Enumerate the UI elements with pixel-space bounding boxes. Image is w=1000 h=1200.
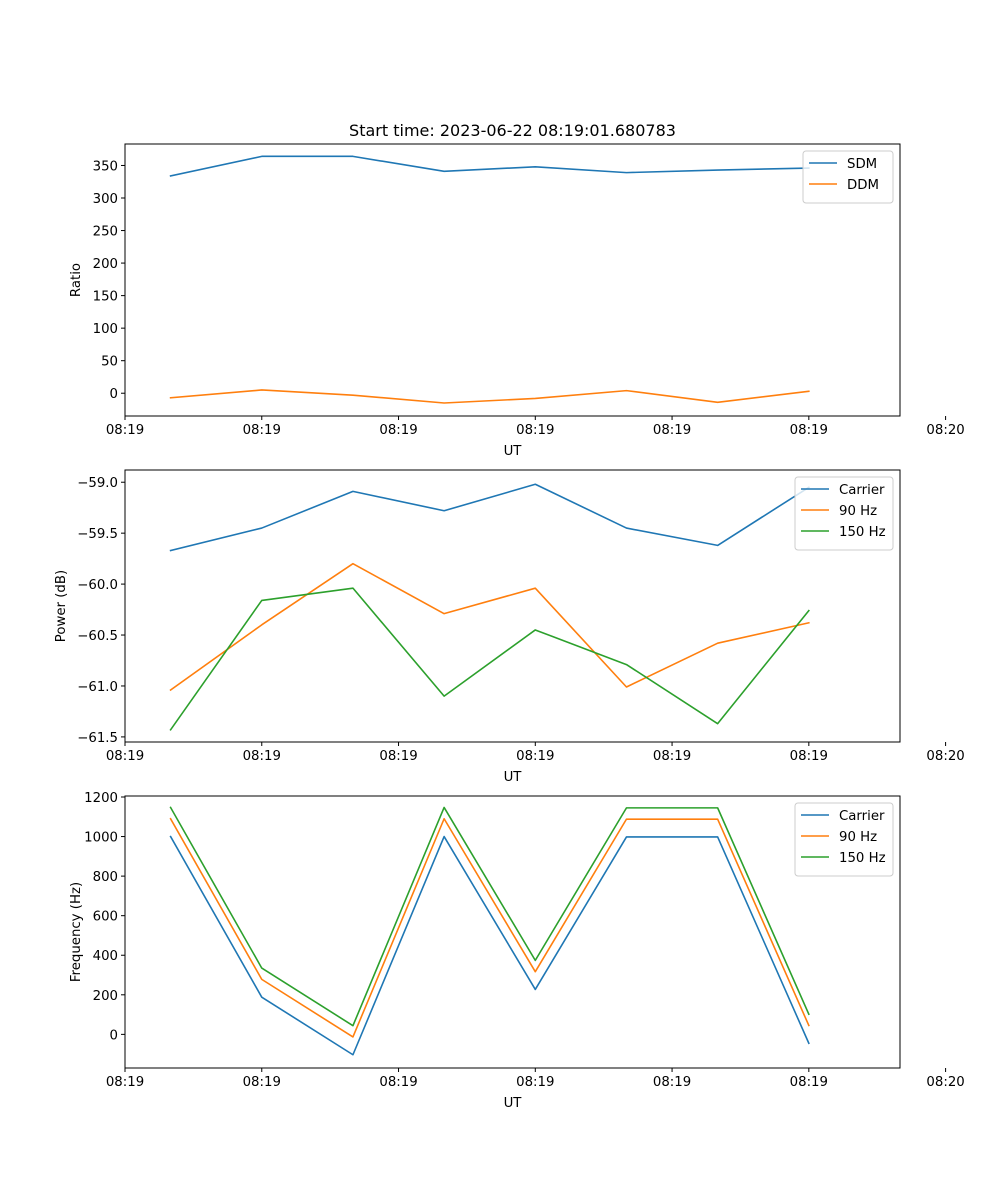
y-tick-label: 350 [93, 159, 118, 174]
x-axis-label: UT [504, 444, 523, 459]
x-tick-label: 08:19 [790, 1075, 828, 1090]
legend-label: Carrier [839, 809, 885, 824]
series-line-sdm [169, 155, 810, 177]
legend-label: Carrier [839, 483, 885, 498]
axes-frame [124, 795, 901, 1069]
series-line-90-hz [169, 562, 810, 692]
axes-frame [124, 469, 901, 743]
x-tick-label: 08:19 [516, 1075, 554, 1090]
x-tick-label: 08:19 [243, 749, 281, 764]
y-tick-label: −59.0 [77, 476, 118, 491]
y-tick-label: −60.0 [77, 578, 118, 593]
x-tick-label: 08:19 [106, 1075, 144, 1090]
legend-label: 90 Hz [839, 504, 877, 519]
x-tick-label: 08:19 [516, 749, 554, 764]
x-tick-label: 08:19 [516, 423, 554, 438]
x-tick-label: 08:20 [926, 1075, 964, 1090]
series-line-150-hz [169, 587, 810, 731]
y-axis-label: Frequency (Hz) [69, 882, 84, 982]
series-line-carrier [169, 483, 810, 552]
y-tick-label: 1200 [84, 791, 118, 806]
y-tick-label: −61.5 [77, 731, 118, 746]
x-tick-label: 08:19 [653, 423, 691, 438]
x-tick-label: 08:19 [790, 423, 828, 438]
legend-label: 90 Hz [839, 830, 877, 845]
x-axis-label: UT [504, 1096, 523, 1111]
y-axis-label: Power (dB) [54, 570, 69, 642]
x-tick-label: 08:19 [790, 749, 828, 764]
x-tick-label: 08:19 [106, 749, 144, 764]
subplot-2: 08:19 08:19 08:19 08:19 08:19 08:19 08:20 −61.5… [54, 469, 965, 785]
legend: SDM DDM [802, 150, 894, 204]
x-tick-label: 08:20 [926, 749, 964, 764]
series-line-ddm [169, 389, 810, 404]
y-tick-label: 0 [110, 387, 118, 402]
y-axis-label: Ratio [69, 263, 84, 297]
y-tick-label: 200 [93, 989, 118, 1004]
y-tick-label: 250 [93, 225, 118, 240]
y-tick-label: 300 [93, 192, 118, 207]
legend-box [802, 150, 894, 204]
y-tick-label: 800 [93, 870, 118, 885]
x-tick-label: 08:19 [653, 749, 691, 764]
y-tick-label: −61.0 [77, 680, 118, 695]
y-tick-label: 400 [93, 949, 118, 964]
subplot-3: 08:19 08:19 08:19 08:19 08:19 08:19 08:20 0 200 4… [69, 791, 965, 1111]
y-tick-label: 150 [93, 290, 118, 305]
x-tick-label: 08:20 [926, 423, 964, 438]
series-line-carrier [169, 835, 810, 1056]
legend-label: 150 Hz [839, 525, 886, 540]
x-axis-label: UT [504, 770, 523, 785]
y-tick-label: −59.5 [77, 527, 118, 542]
legend-label: 150 Hz [839, 851, 886, 866]
axes-frame [124, 143, 901, 417]
legend: Carrier 90 Hz 150 Hz [794, 476, 894, 551]
y-tick-label: 100 [93, 322, 118, 337]
y-tick-label: −60.5 [77, 629, 118, 644]
legend: Carrier 90 Hz 150 Hz [794, 802, 894, 877]
y-tick-label: 1000 [84, 831, 118, 846]
x-tick-label: 08:19 [106, 423, 144, 438]
x-tick-label: 08:19 [243, 423, 281, 438]
y-tick-label: 200 [93, 257, 118, 272]
series-line-90-hz [169, 817, 810, 1038]
y-tick-label: 600 [93, 910, 118, 925]
x-tick-label: 08:19 [243, 1075, 281, 1090]
y-tick-label: 0 [110, 1028, 118, 1043]
y-tick-label: 50 [101, 355, 118, 370]
x-tick-label: 08:19 [653, 1075, 691, 1090]
chart-title: Start time: 2023-06-22 08:19:01.680783 [349, 121, 676, 140]
series-line-150-hz [169, 806, 810, 1027]
subplot-1: 08:19 08:19 08:19 08:19 08:19 08:19 08:20 0 50 10… [69, 121, 965, 459]
legend-label: SDM [847, 157, 877, 172]
x-tick-label: 08:19 [379, 423, 417, 438]
legend-label: DDM [847, 178, 879, 193]
x-tick-label: 08:19 [379, 1075, 417, 1090]
x-tick-label: 08:19 [379, 749, 417, 764]
